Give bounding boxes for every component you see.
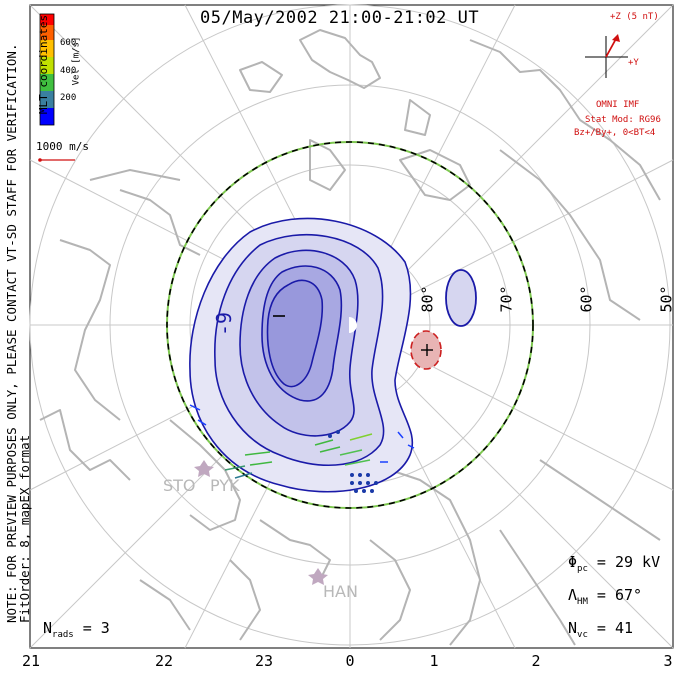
imf-y-label: +Y — [628, 58, 639, 68]
mlt-label-23: 23 — [254, 652, 274, 670]
vector-count: Nvc = 41 — [568, 619, 633, 640]
nvc-symbol: N — [568, 619, 578, 637]
lambda-subscript: HM — [577, 597, 588, 607]
mlt-label-0: 0 — [345, 652, 355, 670]
fit-order-line: FitOrder: 8, mapEX format — [17, 434, 32, 623]
station-marker-sto — [194, 460, 214, 477]
nrads-subscript: rads — [52, 630, 74, 640]
cross-polar-potential: Φpc = 29 kV — [568, 553, 660, 574]
velocity-dots — [328, 430, 378, 493]
station-label-han: HAN — [323, 582, 358, 601]
vel-tick-200: 200 — [60, 93, 77, 103]
small-negative-cell — [445, 269, 477, 327]
lambda-symbol: Λ — [568, 586, 578, 604]
imf-source: OMNI IMF — [596, 100, 640, 110]
reference-vector — [38, 158, 75, 162]
lat-label-70: 70° — [497, 285, 516, 313]
reference-vector-label: 1000 m/s — [36, 140, 89, 153]
mlt-label-21: 21 — [21, 652, 41, 670]
pole-marker — [349, 317, 357, 333]
contour-label: -9 — [212, 311, 237, 337]
nvc-subscript: vc — [577, 630, 588, 640]
nrads-value: = 3 — [82, 619, 110, 637]
imf-model: Stat Mod: RG96 — [585, 115, 661, 125]
negative-potential-cell — [189, 217, 414, 493]
mlt-label-2: 2 — [531, 652, 541, 670]
phi-value: = 29 kV — [596, 553, 661, 571]
potential-maximum-marker — [421, 344, 433, 356]
map-title: 05/May/2002 21:00-21:02 UT — [200, 8, 480, 28]
station-label-pyk: PYK — [210, 476, 240, 495]
vel-tick-400: 400 — [60, 66, 77, 76]
station-label-sto: STO — [163, 476, 196, 495]
station-markers — [194, 460, 328, 585]
lat-label-80: 80° — [418, 285, 437, 313]
imf-clock-diagram — [585, 34, 628, 78]
imf-z-label: +Z (5 nT) — [610, 12, 659, 22]
mlt-label-22: 22 — [154, 652, 174, 670]
hm-boundary-latitude: ΛHM = 67° — [568, 586, 642, 607]
vel-tick-600: 600 — [60, 38, 77, 48]
phi-symbol: Φ — [568, 553, 578, 571]
nvc-value: = 41 — [596, 619, 634, 637]
heppner-maynard-dash — [166, 141, 534, 509]
mlt-label-3: 3 — [663, 652, 673, 670]
phi-subscript: pc — [577, 564, 588, 574]
coastlines — [39, 29, 661, 646]
mlt-label-1: 1 — [429, 652, 439, 670]
lat-label-50: 50° — [657, 285, 676, 313]
imf-condition: Bz+/By+, 0<BT<4 — [574, 128, 656, 138]
velocity-axis-label: Vel [m/s] — [71, 36, 82, 86]
velocity-color-scale — [39, 13, 55, 126]
preview-note: NOTE: FOR PREVIEW PURPOSES ONLY, PLEASE … — [4, 44, 32, 623]
velocity-vectors — [189, 404, 415, 479]
lat-label-60: 60° — [577, 285, 596, 313]
nrads-symbol: N — [43, 619, 53, 637]
coordinate-label: MLT coordinates — [37, 14, 51, 115]
radar-count: Nrads = 3 — [43, 619, 110, 640]
station-marker-han — [308, 568, 328, 585]
lambda-value: = 67° — [596, 586, 643, 604]
